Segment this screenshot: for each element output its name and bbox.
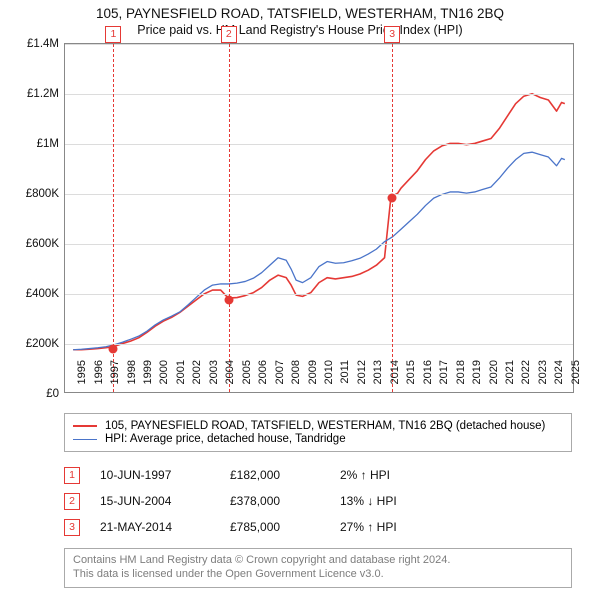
sale-diff: 13% ↓ HPI <box>340 494 460 508</box>
y-tick-label: £1.2M <box>27 88 59 100</box>
footer: Contains HM Land Registry data © Crown c… <box>64 548 572 588</box>
x-tick-label: 2008 <box>290 360 302 384</box>
legend-label: 105, PAYNESFIELD ROAD, TATSFIELD, WESTER… <box>105 420 545 432</box>
x-tick-label: 2022 <box>520 360 532 384</box>
legend-swatch <box>73 439 97 440</box>
x-tick-label: 2001 <box>175 360 187 384</box>
x-tick-label: 2004 <box>224 360 236 384</box>
ref-line <box>392 44 393 392</box>
legend-row: HPI: Average price, detached house, Tand… <box>73 433 563 445</box>
sale-marker <box>224 295 233 304</box>
chart-container: 105, PAYNESFIELD ROAD, TATSFIELD, WESTER… <box>0 0 600 590</box>
title-subtitle: Price paid vs. HM Land Registry's House … <box>10 23 590 37</box>
x-tick-label: 2006 <box>257 360 269 384</box>
x-tick-label: 2025 <box>570 360 582 384</box>
x-tick-label: 2015 <box>405 360 417 384</box>
legend: 105, PAYNESFIELD ROAD, TATSFIELD, WESTER… <box>64 413 572 452</box>
x-tick-label: 1999 <box>142 360 154 384</box>
titles: 105, PAYNESFIELD ROAD, TATSFIELD, WESTER… <box>0 0 600 39</box>
x-tick-label: 2019 <box>471 360 483 384</box>
x-tick-label: 2024 <box>553 360 565 384</box>
ref-badge: 1 <box>105 26 121 43</box>
x-tick-label: 2016 <box>422 360 434 384</box>
chart-area: £0£200K£400K£600K£800K£1M£1.2M£1.4M123 <box>64 43 574 393</box>
sale-date: 21-MAY-2014 <box>100 520 230 534</box>
series-svg <box>65 44 573 392</box>
x-tick-label: 1997 <box>109 360 121 384</box>
x-tick-label: 1996 <box>93 360 105 384</box>
x-tick-label: 2007 <box>274 360 286 384</box>
gridline-h <box>65 244 573 245</box>
x-tick-label: 2018 <box>455 360 467 384</box>
gridline-h <box>65 344 573 345</box>
sale-date: 15-JUN-2004 <box>100 494 230 508</box>
footer-line2: This data is licensed under the Open Gov… <box>73 568 563 582</box>
y-tick-label: £400K <box>26 288 59 300</box>
ref-line <box>113 44 114 392</box>
gridline-h <box>65 294 573 295</box>
y-tick-label: £0 <box>46 388 59 400</box>
x-tick-label: 2013 <box>372 360 384 384</box>
x-tick-label: 2002 <box>191 360 203 384</box>
sale-price: £378,000 <box>230 494 340 508</box>
sale-diff: 2% ↑ HPI <box>340 468 460 482</box>
sale-badge: 1 <box>64 467 80 484</box>
x-tick-label: 2020 <box>488 360 500 384</box>
y-tick-label: £200K <box>26 338 59 350</box>
sale-marker <box>388 193 397 202</box>
gridline-h <box>65 194 573 195</box>
plot: £0£200K£400K£600K£800K£1M£1.2M£1.4M123 <box>64 43 574 393</box>
legend-row: 105, PAYNESFIELD ROAD, TATSFIELD, WESTER… <box>73 420 563 432</box>
sale-badge: 2 <box>64 493 80 510</box>
sales-table: 1 10-JUN-1997£182,0002% ↑ HPI 2 15-JUN-2004… <box>64 462 572 540</box>
series-line <box>73 94 565 350</box>
legend-swatch <box>73 425 97 427</box>
sale-diff: 27% ↑ HPI <box>340 520 460 534</box>
gridline-h <box>65 44 573 45</box>
sale-row: 3 21-MAY-2014£785,00027% ↑ HPI <box>64 514 572 540</box>
x-axis-labels: 1995 1996 1997 1998 1999 2000 2001 2002 2003 2004… <box>64 356 574 416</box>
sale-row: 2 15-JUN-2004£378,00013% ↓ HPI <box>64 488 572 514</box>
x-tick-label: 2000 <box>158 360 170 384</box>
x-tick-label: 2017 <box>438 360 450 384</box>
x-tick-label: 2023 <box>537 360 549 384</box>
x-tick-label: 1998 <box>126 360 138 384</box>
x-tick-label: 2011 <box>339 360 351 384</box>
sale-badge: 3 <box>64 519 80 536</box>
ref-badge: 3 <box>384 26 400 43</box>
y-tick-label: £600K <box>26 238 59 250</box>
legend-label: HPI: Average price, detached house, Tand… <box>105 433 346 445</box>
sale-row: 1 10-JUN-1997£182,0002% ↑ HPI <box>64 462 572 488</box>
y-tick-label: £1.4M <box>27 38 59 50</box>
x-tick-label: 2009 <box>307 360 319 384</box>
title-address: 105, PAYNESFIELD ROAD, TATSFIELD, WESTER… <box>10 6 590 21</box>
ref-line <box>229 44 230 392</box>
x-tick-label: 2003 <box>208 360 220 384</box>
series-line <box>73 152 565 350</box>
x-tick-label: 2005 <box>241 360 253 384</box>
y-tick-label: £800K <box>26 188 59 200</box>
x-tick-label: 2012 <box>356 360 368 384</box>
x-tick-label: 1995 <box>76 360 88 384</box>
y-tick-label: £1M <box>37 138 59 150</box>
x-tick-label: 2014 <box>389 360 401 384</box>
gridline-h <box>65 144 573 145</box>
sale-marker <box>109 344 118 353</box>
x-tick-label: 2021 <box>504 360 516 384</box>
ref-badge: 2 <box>221 26 237 43</box>
gridline-h <box>65 94 573 95</box>
x-tick-label: 2010 <box>323 360 335 384</box>
sale-price: £182,000 <box>230 468 340 482</box>
sale-price: £785,000 <box>230 520 340 534</box>
footer-line1: Contains HM Land Registry data © Crown c… <box>73 554 563 568</box>
sale-date: 10-JUN-1997 <box>100 468 230 482</box>
